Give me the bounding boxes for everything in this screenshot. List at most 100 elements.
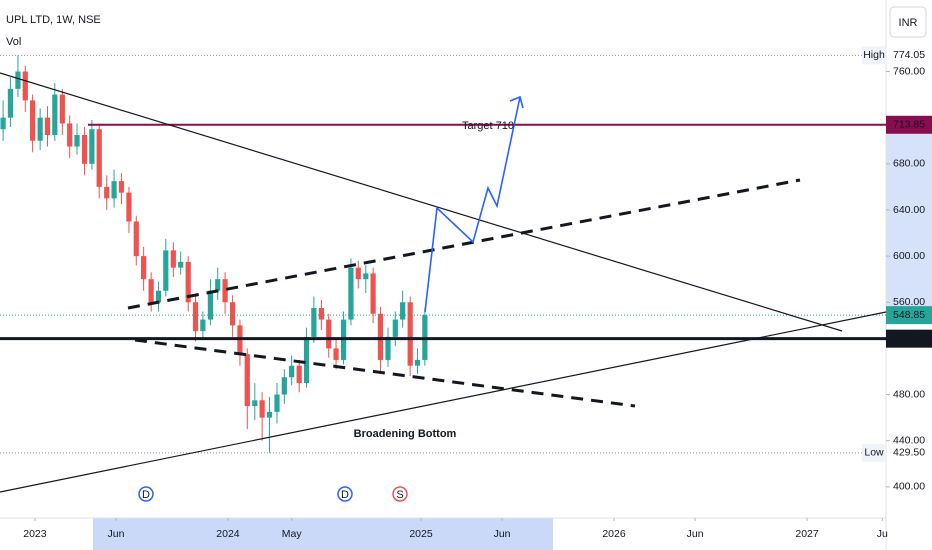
x-tick-label: Jun <box>108 528 125 540</box>
candle-body <box>244 354 250 407</box>
level-label: 713.85 <box>893 119 925 131</box>
candle-body <box>67 123 73 147</box>
candle-body <box>281 377 287 395</box>
trend-line <box>0 311 887 493</box>
level-label-box <box>886 306 932 325</box>
candle-body <box>355 267 361 280</box>
candle-body <box>141 256 147 280</box>
y-tick-label: 400.00 <box>893 481 925 493</box>
candle-body <box>7 88 14 118</box>
dividend-marker <box>138 486 154 502</box>
x-tick-label: Jun <box>494 528 511 540</box>
candle-body <box>266 411 273 418</box>
extreme-value-box <box>887 443 932 462</box>
candle-body <box>59 94 65 124</box>
candle-body <box>377 313 384 360</box>
candle-body <box>81 134 88 164</box>
candle-body <box>0 117 6 130</box>
marker-label: D <box>341 489 349 501</box>
candle-body <box>407 302 413 366</box>
target-annotation: Target 710 <box>462 120 514 132</box>
candle-body <box>289 365 295 378</box>
candle-body <box>22 71 28 101</box>
x-tick-label: 2025 <box>409 528 433 540</box>
y-tick-label: 600.00 <box>893 250 925 262</box>
x-tick-label: 2027 <box>795 528 819 540</box>
x-tick-label: 2026 <box>602 528 626 540</box>
time-range-highlight <box>93 518 553 550</box>
event-markers: D D S <box>138 486 408 502</box>
drawings <box>0 72 887 493</box>
candle-body <box>414 359 421 366</box>
candle-body <box>385 336 391 360</box>
candle-body <box>274 394 280 412</box>
candle-body <box>178 261 184 268</box>
trend-line <box>0 72 843 332</box>
extreme-name: Low <box>864 447 884 459</box>
split-marker <box>392 486 408 502</box>
candle-body <box>311 308 317 337</box>
pattern-annotation: Broadening Bottom <box>354 428 457 440</box>
dashed-line <box>134 338 636 408</box>
candle-body <box>296 365 302 384</box>
x-tick-label: 2023 <box>23 528 47 540</box>
price-range-highlight <box>886 126 932 316</box>
extreme-value-box <box>887 46 932 65</box>
x-tick-label: Jun <box>687 528 704 540</box>
y-tick-label: 560.00 <box>893 296 925 308</box>
candle-body <box>363 273 369 280</box>
extreme-value: 429.50 <box>893 447 925 459</box>
candle-body <box>133 221 139 257</box>
candle-body <box>370 273 376 314</box>
candle-body <box>215 279 221 291</box>
candle-body <box>118 181 125 193</box>
candle-body <box>155 290 162 303</box>
x-tick-label: 2024 <box>216 528 240 540</box>
candle-body <box>326 319 332 349</box>
volume-label: Vol <box>6 36 21 48</box>
projection-arrow <box>424 96 521 313</box>
candle-body <box>104 186 110 199</box>
candle-body <box>200 319 206 332</box>
candle-body <box>185 261 191 303</box>
y-tick-label: 480.00 <box>893 388 925 400</box>
candle-body <box>15 71 21 89</box>
candle-body <box>163 250 169 291</box>
y-tick-label: 760.00 <box>893 65 925 77</box>
y-tick-label: 680.00 <box>893 158 925 170</box>
candle-body <box>392 319 398 337</box>
arrow-head <box>509 95 524 109</box>
currency-label[interactable]: INR <box>899 17 918 29</box>
extreme-name-box <box>862 443 886 462</box>
candle-body <box>400 302 406 320</box>
candle-body <box>333 348 339 360</box>
candle-body <box>74 134 80 147</box>
candle-body <box>30 100 36 141</box>
extreme-name: High <box>863 49 885 61</box>
candle-body <box>37 117 43 141</box>
marker-label: S <box>396 489 403 501</box>
candle-body <box>111 181 117 199</box>
currency-button[interactable] <box>889 6 927 38</box>
candle-body <box>89 129 95 164</box>
candle-body <box>222 279 228 303</box>
plot-area <box>0 54 886 454</box>
candle-body <box>259 400 265 418</box>
x-tick-label: May <box>282 528 303 540</box>
marker-label: D <box>142 489 150 501</box>
candle-body <box>303 336 310 384</box>
level-label-box <box>886 115 932 134</box>
candle-body <box>192 302 199 332</box>
candle-body <box>170 250 176 268</box>
extreme-value: 774.05 <box>893 49 925 61</box>
dashed-line <box>127 178 801 310</box>
x-tick-label: Ju <box>877 528 888 540</box>
extreme-name-box <box>862 46 886 65</box>
candle-body <box>148 279 154 303</box>
dividend-marker <box>337 486 353 502</box>
level-label: 528.45 <box>893 332 925 344</box>
candle-body <box>348 267 354 320</box>
chart-title: UPL LTD, 1W, NSE <box>6 14 101 26</box>
